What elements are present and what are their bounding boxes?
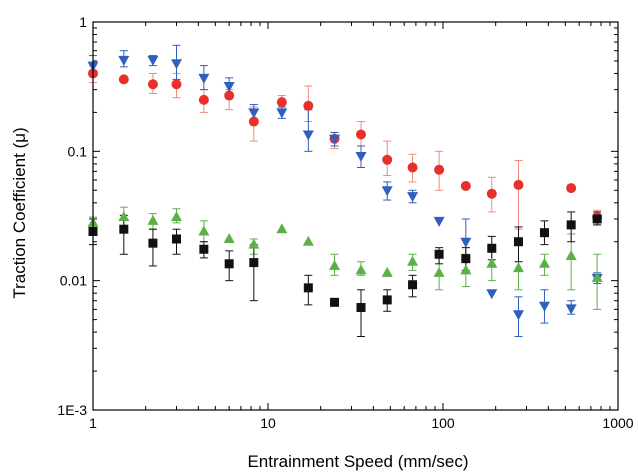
data-point-circle [513,179,524,190]
data-point-triangle-down [538,301,550,312]
data-point-triangle-up [302,235,314,246]
data-point-triangle-down [407,192,419,203]
x-tick-label: 1000 [602,415,633,431]
data-point-square [513,237,523,247]
data-point-circle [147,79,158,90]
data-point-triangle-down [486,289,498,300]
data-point-triangle-down [355,152,367,163]
data-point-triangle-down [512,310,524,321]
data-point-circle [118,74,129,85]
data-point-triangle-down [118,55,130,66]
data-point-triangle-down [381,186,393,197]
data-point-triangle-down [329,134,341,145]
data-point-triangle-up [512,262,524,273]
data-point-triangle-up [223,232,235,243]
y-tick-label: 1 [79,14,87,30]
data-point-square [539,228,549,238]
plot-frame [92,21,619,411]
data-point-triangle-up [147,214,159,225]
data-point-circle [171,79,182,90]
data-point-triangle-down [276,108,288,119]
data-point-circle [303,100,314,111]
data-point-circle [224,90,235,101]
data-point-triangle-up [460,264,472,275]
x-tick-label: 1 [89,415,97,431]
data-point-triangle-up [248,238,260,249]
y-tick-label: 0.01 [60,273,87,289]
data-point-triangle-down [302,130,314,141]
data-point-triangle-up [538,257,550,268]
data-point-triangle-down [433,216,445,227]
data-point-triangle-up [355,264,367,275]
data-point-triangle-up [276,223,288,234]
data-point-triangle-up [591,271,603,282]
data-point-square [382,295,392,305]
data-point-square [199,244,209,254]
data-point-square [408,280,418,290]
data-point-triangle-down [565,304,577,315]
data-point-triangle-up [118,211,130,222]
data-point-triangle-down [147,55,159,66]
data-point-triangle-up [198,225,210,236]
data-point-circle [460,180,471,191]
tick-labels: 1 10 100 1000 1E-3 0.01 0.1 1 [57,14,633,431]
data-point-triangle-up [433,266,445,277]
data-point-triangle-up [329,259,341,270]
data-point-triangle-up [565,250,577,261]
data-point-triangle-up [486,257,498,268]
data-point-square [303,283,313,293]
y-axis-title: Traction Coefficient (μ) [10,127,29,298]
data-point-circle [248,116,259,127]
x-tick-label: 10 [260,415,276,431]
y-tick-label: 0.1 [68,143,88,159]
data-point-square [171,234,181,244]
data-point-square [566,220,576,230]
data-point-square [148,238,158,248]
axis-ticks [92,22,618,411]
data-point-circle [356,129,367,140]
data-point-square [249,258,259,268]
data-point-triangle-up [407,255,419,266]
data-point-triangle-up [381,266,393,277]
data-point-square [461,254,471,264]
data-point-circle [566,183,577,194]
data-point-square [434,249,444,259]
data-point-triangle-down [198,73,210,84]
data-point-triangle-down [170,59,182,70]
data-point-triangle-up [170,211,182,222]
y-tick-label: 1E-3 [57,402,87,418]
data-point-circle [407,162,418,173]
data-point-square [487,243,497,253]
data-point-circle [486,188,497,199]
data-point-square [330,297,340,307]
data-point-circle [382,154,393,165]
x-axis-title: Entrainment Speed (mm/sec) [247,452,468,471]
data-point-circle [276,97,287,108]
data-point-square [592,214,602,224]
data-point-triangle-down [223,82,235,93]
data-point-circle [198,94,209,105]
data-point-triangle-down [460,237,472,248]
data-point-triangle-down [248,108,260,119]
data-point-circle [434,164,445,175]
data-point-square [224,259,234,269]
x-tick-label: 100 [431,415,455,431]
data-point-square [356,303,366,313]
data-point-square [119,224,129,234]
